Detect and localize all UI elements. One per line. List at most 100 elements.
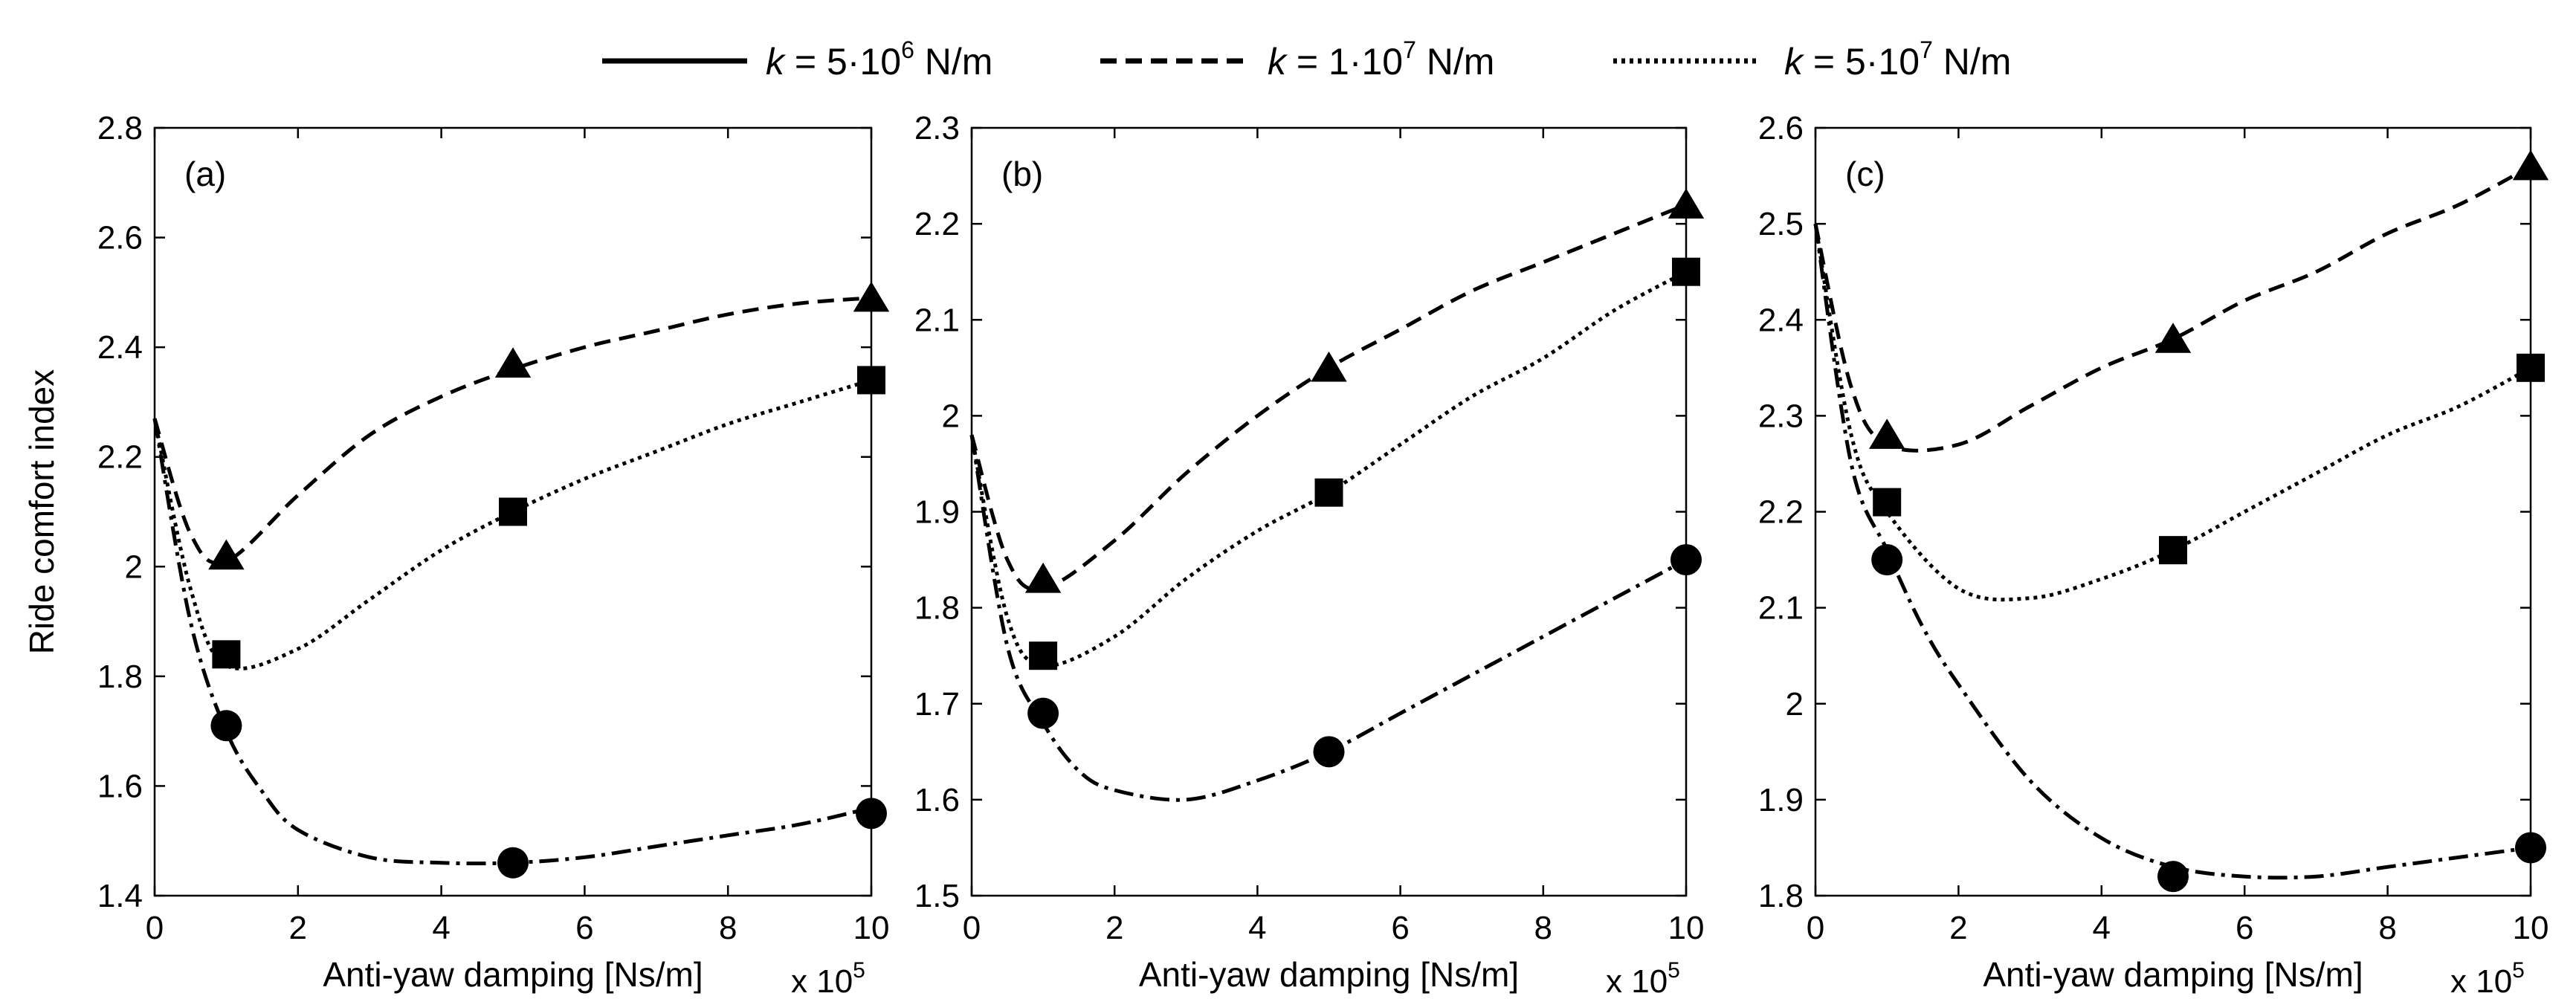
legend: k = 5·106 N/m k = 1·107 N/m k = 5·107 N/… — [602, 36, 2011, 83]
series-line-square — [1813, 223, 2532, 602]
marker-circle — [497, 847, 529, 879]
panel-label: (b) — [1001, 155, 1043, 193]
x-tick-label: 0 — [146, 910, 164, 946]
y-tick-label: 1.8 — [1758, 878, 1804, 914]
x-axis-multiplier: x 105 — [2450, 958, 2525, 999]
series-line-square — [152, 378, 872, 670]
x-axis-multiplier: x 105 — [1606, 958, 1680, 999]
x-tick-label: 10 — [1668, 910, 1705, 946]
y-tick-label: 1.7 — [914, 686, 960, 722]
y-tick-label: 2.3 — [1758, 398, 1804, 434]
marker-square — [212, 640, 241, 669]
series-line-circle — [152, 418, 872, 866]
y-tick-label: 2.6 — [1758, 110, 1804, 146]
marker-square — [1029, 641, 1058, 670]
x-tick-label: 2 — [1949, 910, 1967, 946]
marker-circle — [2157, 861, 2189, 893]
y-tick-label: 2.3 — [914, 110, 960, 146]
y-tick-label: 2.2 — [1758, 494, 1804, 531]
panel-label: (c) — [1845, 155, 1885, 193]
marker-square — [2159, 536, 2187, 565]
svg-text:k = 5·107 N/m: k = 5·107 N/m — [1784, 36, 2011, 83]
marker-square — [1314, 478, 1343, 507]
svg-text:k = 5·106 N/m: k = 5·106 N/m — [766, 36, 992, 83]
y-axis-label: Ride comfort index — [22, 369, 61, 655]
marker-circle — [1027, 697, 1059, 729]
marker-circle — [210, 710, 242, 742]
y-tick-label: 1.6 — [97, 768, 143, 804]
panel-c: 0 2 4 6 8 10 1.8 1.9 2 2.1 2.2 2.3 2.4 2.5 2.6 (c) Anti-… — [1758, 110, 2549, 999]
marker-square — [857, 366, 885, 395]
x-tick-label: 8 — [1534, 910, 1552, 946]
marker-circle — [1871, 544, 1903, 576]
x-tick-label: 6 — [575, 910, 593, 946]
marker-circle — [2515, 832, 2546, 864]
x-axis-label: Anti-yaw damping [Ns/m] — [323, 955, 703, 994]
y-tick-label: 1.4 — [97, 878, 143, 914]
legend-entry-dotted: k = 5·107 N/m — [1613, 36, 2011, 83]
y-tick-label: 1.5 — [914, 878, 960, 914]
x-tick-label: 4 — [432, 910, 450, 946]
y-tick-label: 2.8 — [97, 110, 143, 146]
x-tick-label: 8 — [719, 910, 737, 946]
marker-square — [2517, 353, 2545, 382]
legend-entry-dashed: k = 1·107 N/m — [1100, 36, 1494, 83]
marker-circle — [856, 798, 887, 830]
y-tick-label: 1.9 — [914, 494, 960, 531]
y-tick-label: 2 — [1786, 686, 1804, 722]
marker-triangle — [494, 347, 532, 378]
marker-square — [499, 497, 527, 526]
series-line-circle — [969, 434, 1688, 802]
y-tick-label: 2.2 — [914, 206, 960, 242]
x-tick-label: 2 — [1105, 910, 1123, 946]
marker-circle — [1670, 544, 1702, 576]
plot-frame — [1814, 126, 2532, 897]
legend-k: k — [766, 41, 787, 83]
marker-square — [1672, 257, 1700, 286]
y-tick-label: 2.4 — [1758, 302, 1804, 338]
x-tick-label: 4 — [2093, 910, 2111, 946]
y-tick-label: 1.6 — [914, 782, 960, 818]
y-tick-label: 2 — [125, 549, 143, 585]
legend-k: k — [1784, 41, 1805, 83]
y-tick-label: 1.8 — [97, 659, 143, 695]
series-line-circle — [1813, 223, 2531, 880]
x-tick-label: 6 — [2236, 910, 2253, 946]
y-tick-label: 2.1 — [1758, 590, 1804, 627]
x-axis-multiplier: x 105 — [791, 958, 865, 999]
marker-triangle — [1311, 351, 1347, 382]
x-tick-label: 2 — [289, 910, 307, 946]
y-tick-label: 2.6 — [97, 220, 143, 256]
panel-a: 0 2 4 6 8 10 1.4 1.6 1.8 2 2.2 2.4 2.6 2.8 (a) Anti-yaw… — [22, 110, 889, 999]
marker-triangle — [2512, 149, 2549, 181]
y-tick-label: 2.4 — [97, 329, 143, 366]
marker-triangle — [853, 281, 890, 312]
x-tick-label: 0 — [1807, 910, 1824, 946]
x-tick-label: 4 — [1248, 910, 1266, 946]
plot-frame — [970, 126, 1688, 897]
panel-b: 0 2 4 6 8 10 1.5 1.6 1.7 1.8 1.9 2 2.1 2.2 2.3 (b) Anti-… — [914, 110, 1705, 999]
x-axis-label: Anti-yaw damping [Ns/m] — [1983, 955, 2363, 994]
y-tick-label: 1.9 — [1758, 782, 1804, 818]
marker-triangle — [208, 539, 245, 570]
marker-square — [1873, 488, 1902, 517]
x-tick-label: 10 — [2513, 910, 2549, 946]
y-tick-label: 2.2 — [97, 439, 143, 476]
y-tick-label: 2.1 — [914, 302, 960, 338]
marker-triangle — [1869, 418, 1905, 449]
marker-triangle — [1668, 188, 1705, 219]
legend-k: k — [1268, 41, 1288, 83]
y-tick-label: 2 — [942, 398, 960, 434]
x-tick-label: 10 — [853, 910, 890, 946]
svg-text:k = 1·107 N/m: k = 1·107 N/m — [1268, 36, 1494, 83]
x-tick-label: 6 — [1391, 910, 1409, 946]
series-line-square — [969, 270, 1688, 668]
marker-circle — [1313, 736, 1345, 768]
x-tick-label: 8 — [2378, 910, 2396, 946]
marker-triangle — [1024, 562, 1062, 593]
x-tick-label: 0 — [963, 910, 981, 946]
y-tick-label: 1.8 — [914, 590, 960, 627]
x-axis-label: Anti-yaw damping [Ns/m] — [1139, 955, 1519, 994]
plot-frame — [153, 126, 873, 897]
